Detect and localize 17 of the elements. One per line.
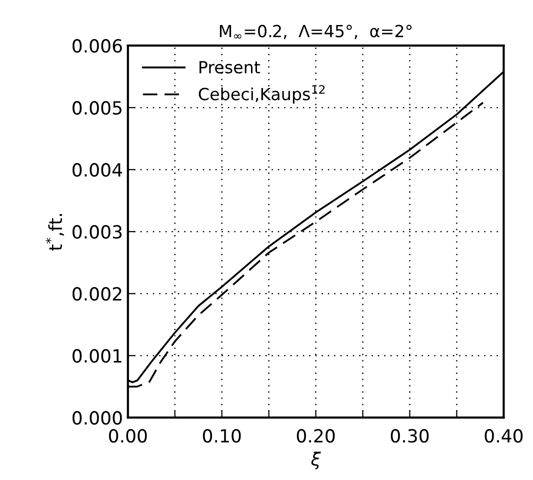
y-tick-label: 0.005 [72, 101, 122, 115]
chart-title: M$_{∞}$=0.2, Λ=45°, α=2° [220, 24, 412, 40]
x-tick-label: 0.00 [109, 429, 147, 443]
x-tick-label: 0.30 [390, 429, 429, 443]
x-tick-label: 0.10 [202, 429, 241, 443]
x-axis-title: ξ [311, 452, 321, 470]
legend-label: Cebeci,Kaups$^{12}$ [198, 85, 325, 104]
y-tick-label: 0.001 [72, 349, 122, 363]
x-tick-label: 0.40 [484, 429, 523, 443]
y-tick-label: 0.004 [72, 163, 122, 177]
x-tick-label: 0.20 [296, 429, 335, 443]
legend-label: Present [200, 61, 260, 74]
y-axis-title: t$^{*}$,ft. [46, 214, 64, 251]
y-tick-label: 0.003 [72, 225, 122, 239]
y-tick-label: 0.006 [72, 39, 122, 53]
y-tick-label: 0.002 [72, 287, 122, 301]
y-tick-label: 0.000 [72, 411, 122, 425]
